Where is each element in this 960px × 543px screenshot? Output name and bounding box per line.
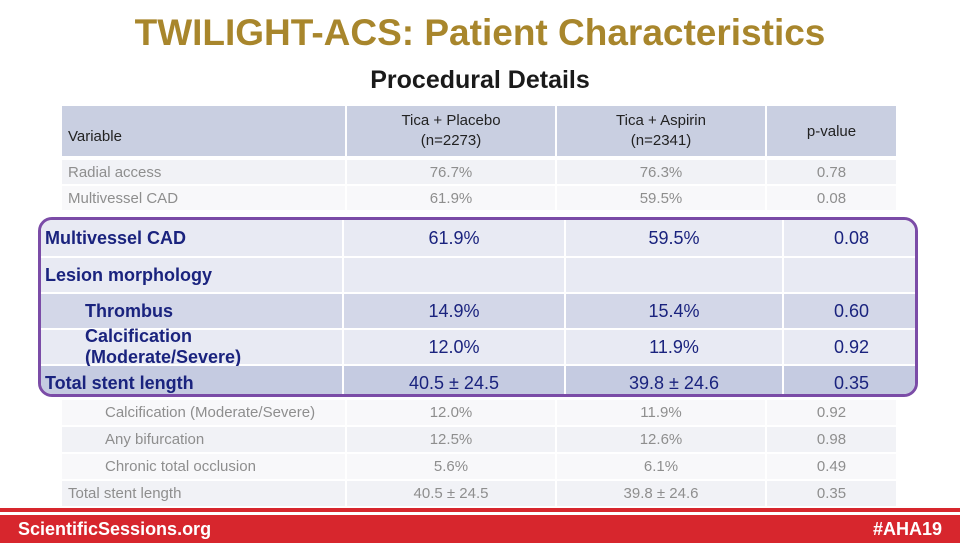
- table-row: Radial access 76.7% 76.3% 0.78: [62, 160, 898, 184]
- row-placebo: 12.0%: [347, 400, 557, 425]
- row-aspirin: 12.6%: [557, 427, 767, 452]
- callout-row-aspirin: 15.4%: [566, 294, 784, 328]
- callout-row-label: Total stent length: [41, 366, 344, 394]
- row-aspirin: 11.9%: [557, 400, 767, 425]
- row-placebo: 61.9%: [347, 186, 557, 210]
- callout-row-aspirin: 39.8 ± 24.6: [566, 366, 784, 394]
- header-variable-label: Variable: [68, 128, 122, 145]
- row-aspirin: 6.1%: [557, 454, 767, 479]
- table-row: Any bifurcation 12.5% 12.6% 0.98: [62, 427, 898, 452]
- callout-row-placebo: 61.9%: [344, 220, 566, 256]
- callout-row-pvalue: 0.60: [784, 294, 915, 328]
- table-row: Chronic total occlusion 5.6% 6.1% 0.49: [62, 454, 898, 479]
- row-label: Chronic total occlusion: [62, 454, 347, 479]
- callout-row-label: Lesion morphology: [41, 258, 344, 292]
- callout-row-pvalue: 0.92: [784, 330, 915, 364]
- callout-row-label: Calcification (Moderate/Severe): [41, 326, 344, 367]
- callout-row: Total stent length 40.5 ± 24.5 39.8 ± 24…: [41, 366, 915, 394]
- row-pvalue: 0.08: [767, 186, 898, 210]
- header-placebo-line2: (n=2273): [420, 132, 482, 149]
- header-tica-aspirin: Tica + Aspirin (n=2341): [557, 106, 767, 156]
- callout-row-label: Multivessel CAD: [41, 220, 344, 256]
- header-placebo-line1: Tica + Placebo: [401, 112, 501, 129]
- table-row: Total stent length 40.5 ± 24.5 39.8 ± 24…: [62, 481, 898, 506]
- header-pvalue: p-value: [767, 106, 898, 156]
- callout-row: Lesion morphology: [41, 258, 915, 292]
- row-label: Radial access: [62, 160, 347, 184]
- callout-row-pvalue: 0.08: [784, 220, 915, 256]
- callout-row-placebo: [344, 258, 566, 292]
- header-aspirin-line1: Tica + Aspirin: [616, 112, 706, 129]
- row-pvalue: 0.49: [767, 454, 898, 479]
- header-aspirin-line2: (n=2341): [630, 132, 692, 149]
- highlight-callout-box: Multivessel CAD 61.9% 59.5% 0.08 Lesion …: [38, 217, 918, 397]
- callout-row-pvalue: 0.35: [784, 366, 915, 394]
- slide-title: TWILIGHT-ACS: Patient Characteristics: [134, 12, 826, 53]
- row-placebo: 40.5 ± 24.5: [347, 481, 557, 506]
- row-pvalue: 0.78: [767, 160, 898, 184]
- row-aspirin: 76.3%: [557, 160, 767, 184]
- row-label: Calcification (Moderate/Severe): [62, 400, 347, 425]
- header-variable: Variable: [62, 106, 347, 156]
- row-pvalue: 0.92: [767, 400, 898, 425]
- callout-row: Calcification (Moderate/Severe) 12.0% 11…: [41, 326, 915, 367]
- callout-row: Thrombus 14.9% 15.4% 0.60: [41, 294, 915, 328]
- row-pvalue: 0.98: [767, 427, 898, 452]
- slide-subtitle: Procedural Details: [370, 66, 590, 94]
- row-placebo: 12.5%: [347, 427, 557, 452]
- row-placebo: 5.6%: [347, 454, 557, 479]
- row-pvalue: 0.35: [767, 481, 898, 506]
- row-placebo: 76.7%: [347, 160, 557, 184]
- header-pvalue-label: p-value: [806, 123, 857, 140]
- row-aspirin: 39.8 ± 24.6: [557, 481, 767, 506]
- footer-website: ScientificSessions.org: [18, 519, 212, 539]
- callout-row-placebo: 12.0%: [344, 330, 566, 364]
- footer-hashtag: #AHA19: [872, 519, 942, 539]
- header-tica-placebo: Tica + Placebo (n=2273): [347, 106, 557, 156]
- callout-row-aspirin: [566, 258, 784, 292]
- footer-accent-line: [0, 508, 960, 512]
- callout-row-aspirin: 11.9%: [566, 330, 784, 364]
- row-label: Multivessel CAD: [62, 186, 347, 210]
- row-label: Total stent length: [62, 481, 347, 506]
- table-row: Multivessel CAD 61.9% 59.5% 0.08: [62, 186, 898, 210]
- row-aspirin: 59.5%: [557, 186, 767, 210]
- table-header-row: Variable Tica + Placebo (n=2273) Tica + …: [62, 106, 898, 156]
- callout-row-pvalue: [784, 258, 915, 292]
- callout-row-placebo: 14.9%: [344, 294, 566, 328]
- row-label: Any bifurcation: [62, 427, 347, 452]
- callout-row-placebo: 40.5 ± 24.5: [344, 366, 566, 394]
- callout-row-label: Thrombus: [41, 294, 344, 328]
- callout-row: Multivessel CAD 61.9% 59.5% 0.08: [41, 220, 915, 256]
- table-row: Calcification (Moderate/Severe) 12.0% 11…: [62, 400, 898, 425]
- footer-bar: ScientificSessions.org #AHA19: [0, 512, 960, 543]
- callout-row-aspirin: 59.5%: [566, 220, 784, 256]
